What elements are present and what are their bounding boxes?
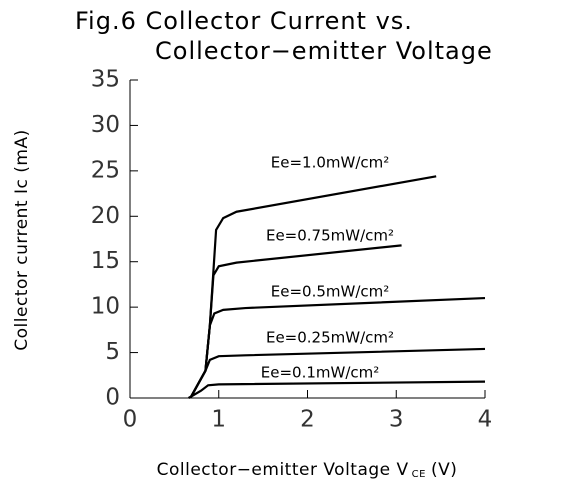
y-tick-label: 15 [91,248,120,274]
x-axis-label-subscript: CE [412,469,426,480]
x-tick-label: 0 [123,407,138,433]
y-tick-label: 0 [105,385,120,411]
x-tick-label: 3 [389,407,404,433]
x-axis-label-text: Collector−emitter Voltage V [157,460,409,480]
y-tick-label: 30 [91,112,120,138]
chart-title-line: Collector−emitter Voltage [155,37,493,65]
chart-title-line: Fig.6 Collector Current vs. [75,7,413,35]
x-tick-label: 2 [300,407,315,433]
x-tick-label: 4 [478,407,493,433]
x-axis-label-unit: (V) [431,460,457,480]
y-tick-label: 5 [105,339,120,365]
curve-label: Ee=1.0mW/cm² [271,154,390,172]
curve-label: Ee=0.1mW/cm² [261,364,380,382]
x-tick-label: 1 [211,407,226,433]
x-axis-label: Collector−emitter Voltage V CE (V) [157,460,458,480]
y-tick-label: 25 [91,157,120,183]
y-tick-label: 35 [91,67,120,93]
curve-label: Ee=0.75mW/cm² [266,227,394,245]
curve [188,380,486,399]
y-axis-label: Collector current Ic (mA) [12,129,32,350]
curve [189,347,486,399]
y-tick-label: 10 [91,294,120,320]
curve-label: Ee=0.25mW/cm² [266,329,394,347]
curve-label: Ee=0.5mW/cm² [271,283,390,301]
y-tick-label: 20 [91,203,120,229]
